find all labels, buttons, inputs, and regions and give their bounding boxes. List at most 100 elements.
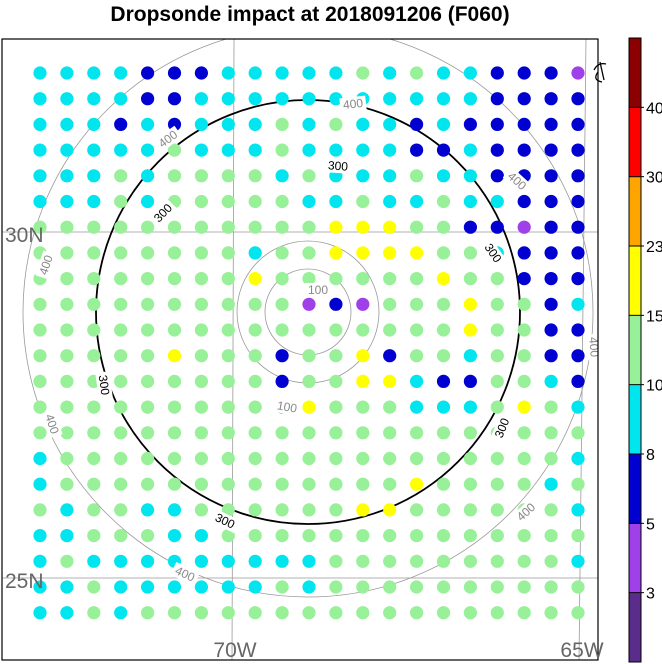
impact-point: [275, 374, 289, 388]
impact-point: [248, 554, 262, 568]
impact-point: [141, 503, 155, 517]
impact-point: [194, 272, 208, 286]
impact-point: [383, 374, 397, 388]
impact-point: [33, 374, 47, 388]
impact-point: [275, 143, 289, 157]
impact-point: [571, 169, 585, 183]
impact-point: [275, 477, 289, 491]
impact-point: [221, 169, 235, 183]
impact-point: [463, 451, 477, 466]
impact-point: [436, 451, 451, 466]
impact-point: [490, 323, 504, 337]
impact-point: [87, 529, 101, 543]
impact-point: [410, 169, 424, 183]
impact-point: [87, 92, 101, 106]
impact-point: [221, 194, 235, 209]
impact-point: [114, 143, 128, 157]
impact-point: [490, 143, 504, 157]
colorbar-tick-label: 5: [646, 516, 655, 533]
impact-point: [114, 426, 128, 440]
contour-label-bg: [95, 371, 113, 399]
colorbar: 3 5 8 10 15 23 30 40: [628, 37, 662, 663]
impact-point: [248, 143, 262, 157]
impact-point: [275, 272, 289, 286]
impact-point: [329, 92, 343, 106]
impact-point: [114, 580, 128, 594]
colorbar-tick-label: 10: [646, 378, 662, 395]
impact-point: [383, 606, 397, 620]
impact-point: [329, 117, 343, 131]
impact-point: [436, 117, 451, 131]
impact-point: [60, 272, 74, 286]
colorbar-tick-label: 23: [646, 239, 662, 256]
impact-point: [60, 606, 74, 620]
impact-point: [221, 220, 235, 234]
impact-point: [248, 194, 262, 209]
impact-point: [356, 297, 370, 311]
impact-point: [248, 66, 262, 80]
impact-point: [87, 169, 101, 183]
impact-point: [436, 400, 451, 414]
impact-point: [544, 606, 558, 620]
impact-point: [544, 66, 558, 80]
impact-point: [221, 297, 235, 311]
impact-point: [141, 529, 155, 543]
contour-label: 100: [276, 398, 298, 415]
impact-point: [410, 92, 424, 106]
impact-point: [275, 92, 289, 106]
impact-point: [463, 220, 477, 234]
impact-point: [141, 246, 155, 260]
impact-point: [275, 503, 289, 517]
contour-label-bg: [324, 158, 352, 174]
impact-point: [275, 451, 289, 466]
impact-point: [356, 272, 370, 286]
impact-point: [410, 580, 424, 594]
impact-point: [60, 169, 74, 183]
impact-point: [544, 477, 558, 491]
impact-point: [141, 606, 155, 620]
impact-point: [33, 323, 47, 337]
impact-point: [356, 220, 370, 234]
impact-point: [248, 297, 262, 311]
impact-point: [490, 272, 504, 286]
impact-point: [517, 400, 531, 414]
impact-point: [436, 66, 451, 80]
impact-point: [463, 529, 477, 543]
impact-point: [221, 400, 235, 414]
impact-point: [329, 220, 343, 234]
impact-point: [410, 117, 424, 131]
impact-point: [167, 580, 182, 594]
impact-point: [544, 503, 558, 517]
impact-point: [302, 143, 316, 157]
impact-point: [329, 246, 343, 260]
impact-point: [436, 143, 451, 157]
impact-point: [221, 349, 235, 363]
impact-point: [383, 92, 397, 106]
impact-point: [194, 477, 208, 491]
impact-point: [60, 297, 74, 311]
impact-point: [356, 169, 370, 183]
impact-point: [87, 400, 101, 414]
impact-point: [544, 117, 558, 131]
impact-point: [571, 92, 585, 106]
contour-label-bg: [148, 198, 178, 228]
impact-point: [436, 220, 451, 234]
impact-point: [275, 194, 289, 209]
impact-point: [167, 92, 182, 106]
impact-point: [114, 117, 128, 131]
impact-point: [275, 117, 289, 131]
impact-point: [436, 297, 451, 311]
contour-label-bg: [41, 409, 63, 439]
impact-point: [436, 349, 451, 363]
impact-point: [248, 426, 262, 440]
impact-point: [60, 580, 74, 594]
impact-point: [167, 451, 182, 466]
impact-point: [141, 220, 155, 234]
impact-point: [194, 503, 208, 517]
impact-point: [571, 374, 585, 388]
impact-point: [33, 92, 47, 106]
impact-point: [410, 554, 424, 568]
impact-point: [329, 194, 343, 209]
impact-point: [60, 323, 74, 337]
impact-point: [87, 477, 101, 491]
